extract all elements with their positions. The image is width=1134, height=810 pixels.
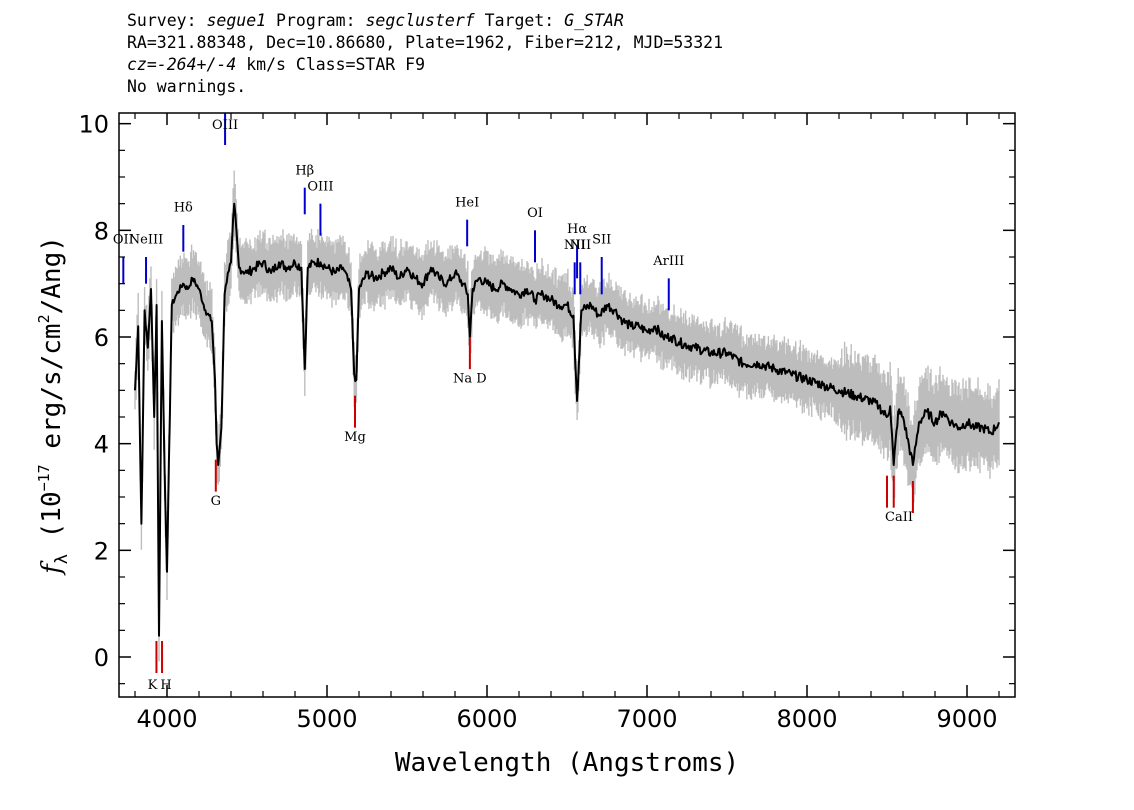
plot-frame xyxy=(118,112,1016,698)
y-tick-label: 2 xyxy=(94,537,109,565)
svg-text:fλ (10−17 erg/s/cm2/Ang): fλ (10−17 erg/s/cm2/Ang) xyxy=(35,236,72,576)
x-tick-label: 7000 xyxy=(616,705,677,733)
emission-line-label: OIII xyxy=(307,179,333,194)
emission-line-label: OI xyxy=(527,206,543,221)
spectrum-header: Survey: segue1 Program: segclusterf Targ… xyxy=(127,10,723,98)
axis-ticks: 4000 5000 6000 7000 8000 9000 0 2 4 6 8 10 xyxy=(78,111,1015,733)
target-label: Target: xyxy=(484,11,555,30)
flux-series xyxy=(134,202,1000,637)
x-tick-label: 9000 xyxy=(936,705,997,733)
cz-value: cz=-264+/-4 xyxy=(127,55,237,74)
x-tick-label: 8000 xyxy=(776,705,837,733)
y-axis-title: fλ (10−17 erg/s/cm2/Ang) xyxy=(35,236,72,576)
survey-label: Survey: xyxy=(127,11,197,30)
emission-line-label: Hα xyxy=(567,222,587,237)
emission-line-label: OII xyxy=(113,233,134,248)
emission-line-label: NII xyxy=(569,238,591,253)
class-info: km/s Class=STAR F9 xyxy=(236,55,426,74)
emission-line-label: Hβ xyxy=(295,163,314,178)
target-value: G_STAR xyxy=(564,11,624,30)
y-tick-label: 4 xyxy=(94,431,109,459)
x-tick-label: 5000 xyxy=(296,705,357,733)
emission-line-label: NeIII xyxy=(129,233,163,248)
emission-line-label: OIII xyxy=(212,118,238,133)
y-tick-label: 10 xyxy=(78,111,109,139)
absorption-line-label: G xyxy=(211,494,221,509)
emission-line-label: SII xyxy=(592,233,611,248)
emission-line-label: NII xyxy=(564,238,586,253)
x-tick-label: 6000 xyxy=(456,705,517,733)
y-tick-label: 0 xyxy=(94,644,109,672)
header-line-redshift: cz=-264+/-4 km/s Class=STAR F9 xyxy=(127,54,723,76)
emission-line-label: Hδ xyxy=(174,201,193,216)
absorption-line-label: Na D xyxy=(453,371,487,386)
program-label: Program: xyxy=(276,11,356,30)
flux-line xyxy=(134,202,1000,637)
emission-line-label: ArIII xyxy=(652,254,684,269)
x-axis-title: Wavelength (Angstroms) xyxy=(395,748,739,778)
x-tick-label: 4000 xyxy=(136,705,197,733)
header-line-warnings: No warnings. xyxy=(127,77,247,96)
header-line-survey: Survey: segue1 Program: segclusterf Targ… xyxy=(127,10,723,32)
emission-line-label: HeI xyxy=(455,195,479,210)
absorption-line-label: CaII xyxy=(885,510,913,525)
program-value: segclusterf xyxy=(365,11,475,30)
y-tick-label: 6 xyxy=(94,324,109,352)
absorption-line-label: H xyxy=(160,678,171,693)
absorption-line-label: K xyxy=(148,678,158,693)
absorption-line-label: Mg xyxy=(344,430,366,445)
survey-value: segue1 xyxy=(206,11,267,30)
y-tick-label: 8 xyxy=(94,217,109,245)
header-line-coordinates: RA=321.88348, Dec=10.86680, Plate=1962, … xyxy=(127,33,724,52)
